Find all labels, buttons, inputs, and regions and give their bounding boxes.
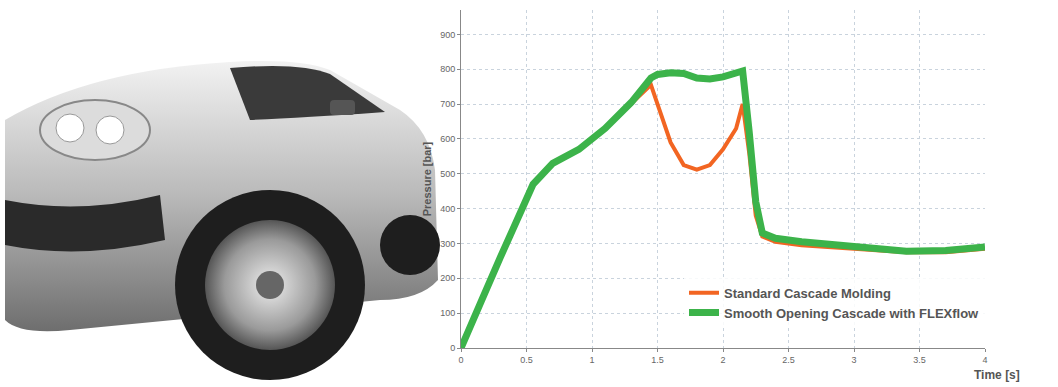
svg-text:600: 600 [440,134,455,144]
svg-text:0.5: 0.5 [520,355,533,365]
svg-text:3.5: 3.5 [913,355,926,365]
svg-text:900: 900 [440,30,455,40]
svg-text:300: 300 [440,239,455,249]
svg-text:500: 500 [440,169,455,179]
svg-text:800: 800 [440,64,455,74]
svg-text:2: 2 [720,355,725,365]
svg-text:0: 0 [450,343,455,353]
svg-text:1: 1 [589,355,594,365]
svg-text:400: 400 [440,204,455,214]
svg-text:700: 700 [440,99,455,109]
svg-text:3: 3 [851,355,856,365]
svg-text:200: 200 [440,273,455,283]
svg-text:Time [s]: Time [s] [974,368,1020,382]
svg-text:Pressure [bar]: Pressure [bar] [421,141,433,216]
svg-text:100: 100 [440,308,455,318]
svg-text:2.5: 2.5 [782,355,795,365]
svg-text:4: 4 [982,355,987,365]
svg-text:1.5: 1.5 [651,355,664,365]
svg-text:0: 0 [458,355,463,365]
svg-text:Standard Cascade Molding: Standard Cascade Molding [724,286,891,301]
svg-text:Smooth Opening Cascade with FL: Smooth Opening Cascade with FLEXflow [724,306,979,321]
